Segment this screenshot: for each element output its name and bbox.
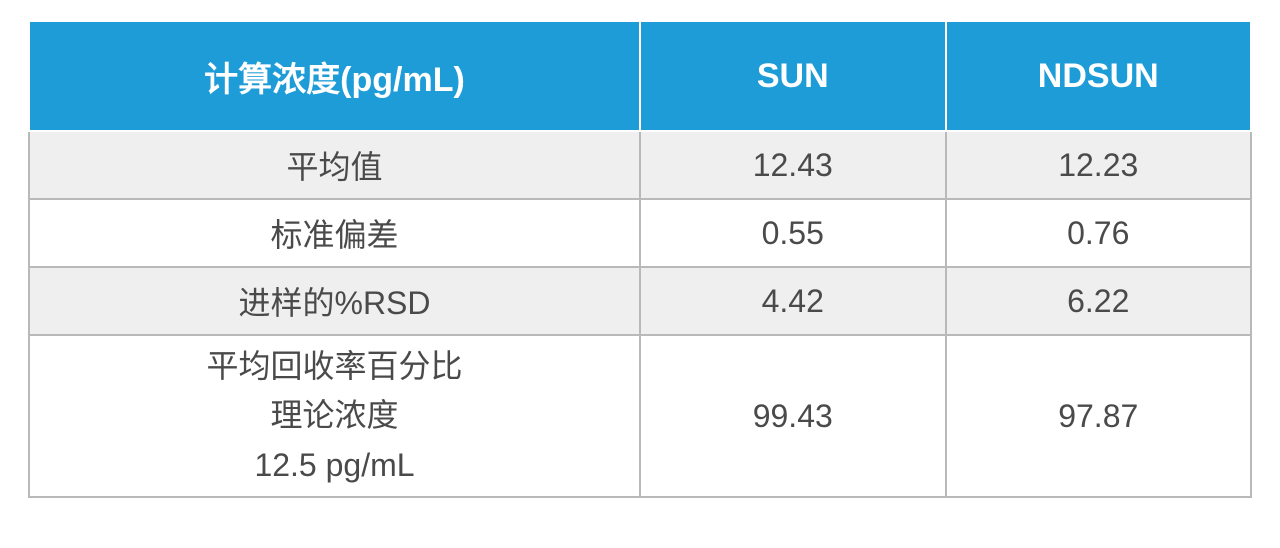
table-header-row: 计算浓度(pg/mL) SUN NDSUN <box>29 21 1251 131</box>
cell-ndsun: 6.22 <box>946 267 1252 335</box>
table-row: 进样的%RSD 4.42 6.22 <box>29 267 1251 335</box>
cell-sun: 99.43 <box>640 335 946 497</box>
table-row: 平均值 12.43 12.23 <box>29 131 1251 199</box>
cell-sun: 0.55 <box>640 199 946 267</box>
table-row: 平均回收率百分比 理论浓度 12.5 pg/mL 99.43 97.87 <box>29 335 1251 497</box>
row-label: 标准偏差 <box>29 199 640 267</box>
col-header-sun: SUN <box>640 21 946 131</box>
row-label: 平均回收率百分比 理论浓度 12.5 pg/mL <box>29 335 640 497</box>
col-header-ndsun: NDSUN <box>946 21 1252 131</box>
concentration-table: 计算浓度(pg/mL) SUN NDSUN 平均值 12.43 12.23 标准… <box>28 20 1252 498</box>
table-row: 标准偏差 0.55 0.76 <box>29 199 1251 267</box>
cell-ndsun: 12.23 <box>946 131 1252 199</box>
cell-ndsun: 97.87 <box>946 335 1252 497</box>
cell-sun: 4.42 <box>640 267 946 335</box>
col-header-label: 计算浓度(pg/mL) <box>29 21 640 131</box>
cell-ndsun: 0.76 <box>946 199 1252 267</box>
row-label: 进样的%RSD <box>29 267 640 335</box>
row-label: 平均值 <box>29 131 640 199</box>
cell-sun: 12.43 <box>640 131 946 199</box>
